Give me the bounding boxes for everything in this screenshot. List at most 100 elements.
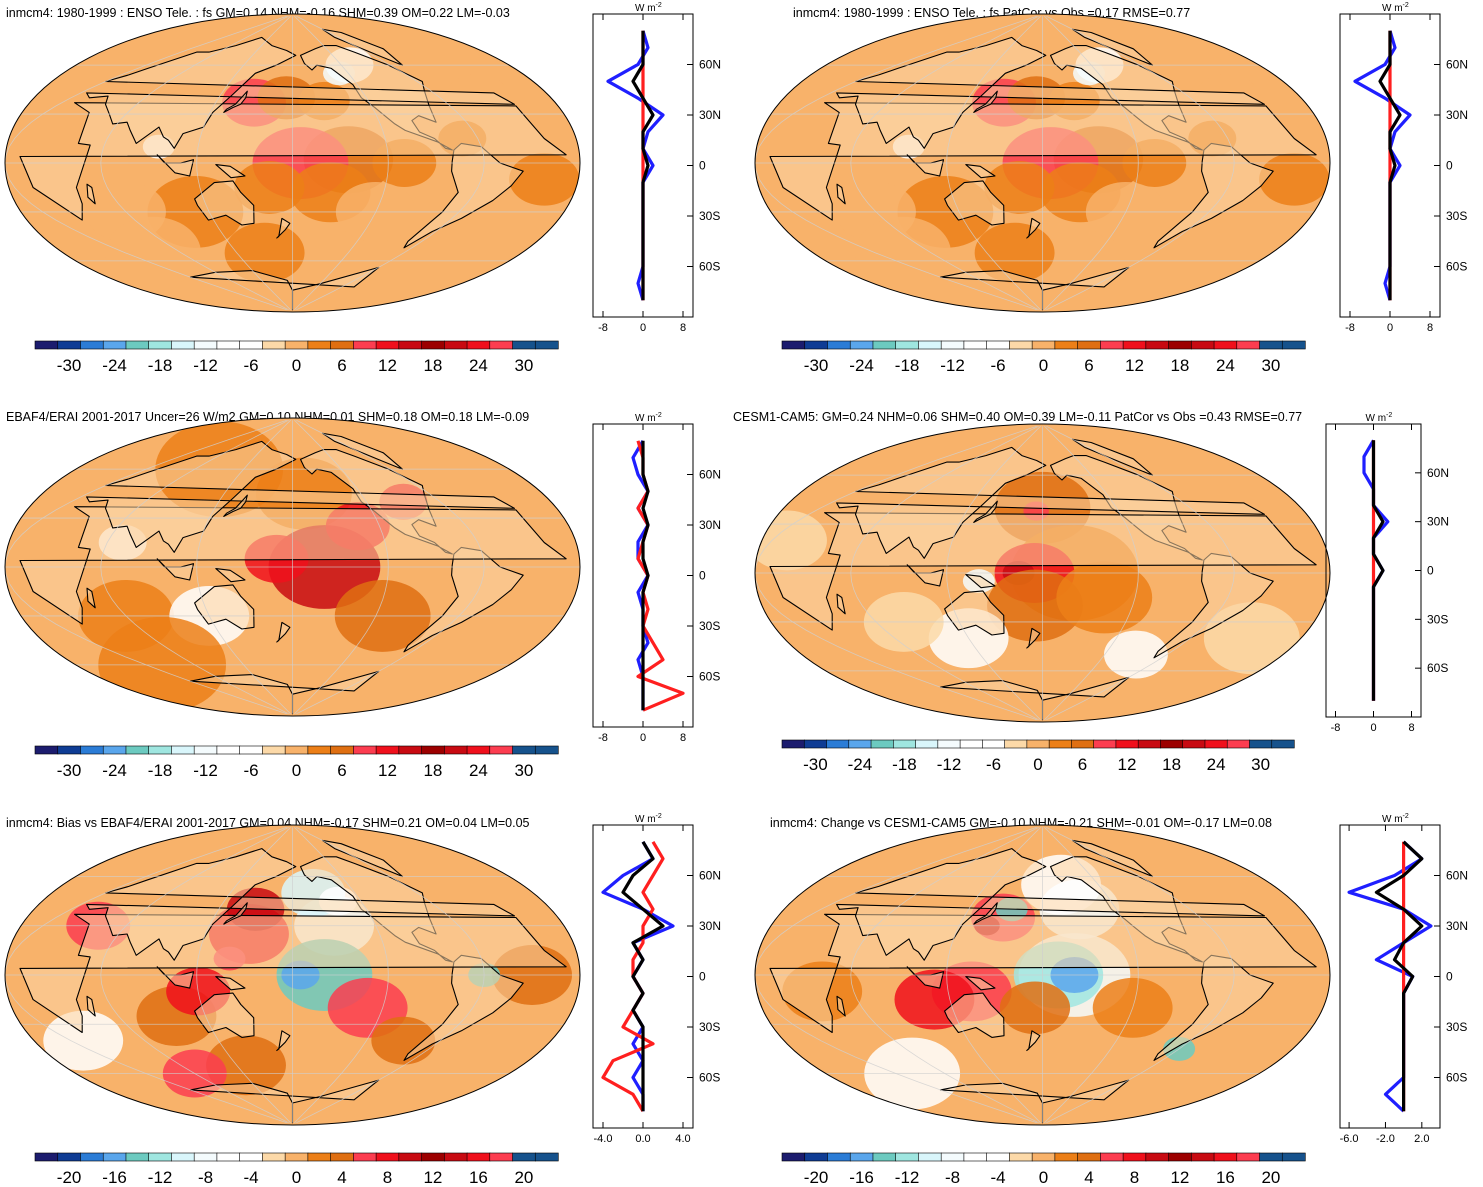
- coastline: [276, 621, 291, 643]
- profile-ytick-label: 30N: [1446, 108, 1468, 122]
- profile-xtick-label: 4.0: [675, 1133, 690, 1145]
- colorbar-tick-label: -12: [895, 1168, 920, 1187]
- colorbar-tick-label: -30: [57, 761, 82, 780]
- colorbar-box: [512, 1152, 536, 1162]
- colorbar-box: [963, 340, 988, 350]
- coastline: [86, 183, 96, 205]
- profile-ytick-label: 0: [699, 970, 706, 984]
- colorbar-tick-label: 12: [1118, 755, 1137, 774]
- colorbar-tick-label: 4: [1084, 1168, 1093, 1187]
- colorbar-box: [216, 1152, 241, 1162]
- colorbar-box: [959, 739, 983, 749]
- colorbar-box: [171, 1152, 195, 1162]
- colorbar-box: [781, 1152, 806, 1162]
- coastline: [769, 102, 1317, 221]
- colorbar-tick-label: -18: [148, 761, 173, 780]
- colorbar-box: [216, 340, 241, 350]
- colorbar-box: [239, 340, 263, 350]
- profile-units: W m-2: [1366, 412, 1393, 424]
- longitude-gridline: [294, 827, 389, 1124]
- profile-ytick-label: 0: [1446, 970, 1453, 984]
- colorbar-tick-label: -16: [102, 1168, 127, 1187]
- colorbar-tick-label: -6: [990, 356, 1005, 375]
- map-border: [754, 423, 1331, 723]
- profile-units-sup: -2: [1403, 2, 1409, 9]
- colorbar: -30 -24 -18 -12 -6 0 6 12 18 24 30: [34, 340, 559, 375]
- coastline: [836, 995, 846, 1017]
- colorbar-box: [307, 745, 332, 755]
- profile-units: W m-2: [635, 412, 662, 424]
- colorbar-box: [1271, 739, 1295, 749]
- colorbar-box: [1054, 340, 1079, 350]
- colorbar-tick-label: -18: [148, 356, 173, 375]
- map-field: [5, 14, 580, 312]
- profile-xtick-label: 8: [680, 732, 686, 744]
- colorbar-tick-label: 12: [378, 761, 397, 780]
- colorbar-tick-label: 8: [383, 1168, 392, 1187]
- colorbar-box: [940, 1152, 965, 1162]
- field-patch: [999, 981, 1071, 1035]
- profile-ytick-label: 0: [699, 159, 706, 173]
- colorbar-box: [466, 1152, 491, 1162]
- longitude-gridline: [755, 826, 1037, 1124]
- colorbar-box: [1236, 340, 1261, 350]
- profile-series-line: [601, 840, 675, 1112]
- profile-xtick-label: -4.0: [594, 1133, 613, 1145]
- colorbar-box: [443, 745, 468, 755]
- map-field: [5, 825, 580, 1125]
- colorbar-box: [421, 1152, 445, 1162]
- profile-series-line: [641, 440, 650, 711]
- colorbar-box: [1204, 739, 1228, 749]
- world-map: [4, 417, 581, 717]
- colorbar-box: [34, 340, 59, 350]
- colorbar-tick-label: -30: [57, 356, 82, 375]
- colorbar-box: [489, 340, 514, 350]
- coastline: [86, 587, 96, 609]
- field-patch: [509, 152, 580, 206]
- coastline: [19, 506, 567, 625]
- colorbar-box: [375, 340, 400, 350]
- longitude-gridline: [296, 15, 485, 311]
- longitude-gridline: [100, 826, 289, 1124]
- coastline: [1026, 217, 1041, 239]
- colorbar-tick-label: 12: [1170, 1168, 1189, 1187]
- coastline: [1026, 627, 1041, 649]
- colorbar-tick-label: 0: [292, 1168, 301, 1187]
- colorbar-box: [1259, 340, 1283, 350]
- colorbar-box: [1122, 1152, 1147, 1162]
- colorbar-tick-label: 6: [1078, 755, 1087, 774]
- colorbar-box: [1145, 340, 1170, 350]
- profile-xtick-label: 0: [1387, 322, 1393, 334]
- colorbar-box: [1281, 1152, 1306, 1162]
- panel-title: inmcm4: 1980-1999 : ENSO Tele. : fs GM=0…: [6, 6, 510, 20]
- coastline: [215, 164, 246, 179]
- colorbar-tick-label: 24: [469, 761, 488, 780]
- profile-xtick-label: 0: [640, 322, 646, 334]
- colorbar-box: [1213, 340, 1238, 350]
- profile-units-sup: -2: [656, 412, 662, 419]
- colorbar-box: [1093, 739, 1117, 749]
- colorbar-tick-label: 30: [514, 356, 533, 375]
- profile-ytick-label: 30S: [699, 1020, 720, 1034]
- colorbar-tick-label: 0: [292, 761, 301, 780]
- colorbar-box: [57, 745, 82, 755]
- field-patch: [105, 216, 201, 289]
- colorbar-box: [466, 340, 491, 350]
- panel-title: inmcm4: Change vs CESM1-CAM5 GM=-0.10 NH…: [770, 816, 1272, 830]
- coastline: [836, 183, 846, 205]
- colorbar-box: [171, 340, 195, 350]
- longitude-gridline: [296, 826, 485, 1124]
- zonal-profile: 60N 30N 0 30S 60S -8 0 8 W m-2: [592, 2, 721, 334]
- map-border: [754, 13, 1331, 313]
- profile-ytick-label: 0: [1427, 564, 1434, 578]
- colorbar-box: [872, 1152, 897, 1162]
- coastline: [1026, 1030, 1041, 1052]
- colorbar-box: [193, 745, 218, 755]
- colorbar-box: [1168, 1152, 1192, 1162]
- colorbar-box: [262, 1152, 286, 1162]
- panel-title: inmcm4: Bias vs EBAF4/ERAI 2001-2017 GM=…: [6, 816, 530, 830]
- field-patch: [1259, 152, 1330, 206]
- colorbar-tick-label: 24: [1207, 755, 1226, 774]
- colorbar-box: [963, 1152, 988, 1162]
- field-patch: [234, 161, 305, 214]
